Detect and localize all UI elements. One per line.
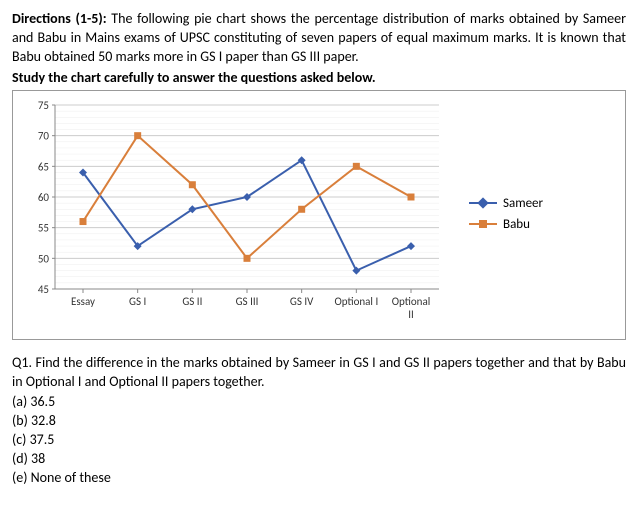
legend-item: Babu	[469, 217, 543, 232]
svg-text:II: II	[408, 308, 414, 321]
svg-text:Essay: Essay	[71, 295, 95, 308]
svg-text:55: 55	[38, 221, 49, 234]
svg-text:50: 50	[38, 252, 50, 265]
legend-item: Sameer	[469, 196, 543, 211]
line-chart: 45 50 55 60 65 70 75 Essay GS I GS II GS III GS IV O…	[21, 97, 451, 327]
svg-text:GS III: GS III	[236, 295, 259, 308]
chart-container: 45 50 55 60 65 70 75 Essay GS I GS II GS III GS IV O…	[12, 90, 626, 340]
answer-option: (a) 36.5	[12, 393, 626, 412]
question-prompt: Q1. Find the difference in the marks obt…	[12, 354, 626, 392]
study-line: Study the chart carefully to answer the …	[12, 69, 626, 86]
legend-label: Sameer	[503, 196, 543, 211]
svg-text:60: 60	[38, 191, 50, 204]
svg-text:GS I: GS I	[129, 295, 146, 308]
svg-text:GS II: GS II	[182, 295, 202, 308]
directions-block: Directions (1-5): The following pie char…	[12, 10, 626, 67]
answer-option: (c) 37.5	[12, 431, 626, 450]
svg-text:45: 45	[38, 283, 49, 296]
answer-option: (e) None of these	[12, 469, 626, 488]
answer-options: (a) 36.5(b) 32.8(c) 37.5(d) 38(e) None o…	[12, 393, 626, 487]
svg-text:65: 65	[38, 160, 49, 173]
legend-label: Babu	[503, 217, 530, 232]
svg-text:Optional: Optional	[392, 295, 431, 308]
svg-text:GS IV: GS IV	[290, 295, 314, 308]
svg-text:70: 70	[38, 129, 50, 142]
chart-legend: Sameer Babu	[469, 190, 543, 238]
directions-label: Directions (1-5):	[12, 10, 107, 27]
answer-option: (b) 32.8	[12, 412, 626, 431]
svg-text:Optional I: Optional I	[334, 295, 378, 308]
svg-text:75: 75	[38, 99, 49, 112]
answer-option: (d) 38	[12, 450, 626, 469]
